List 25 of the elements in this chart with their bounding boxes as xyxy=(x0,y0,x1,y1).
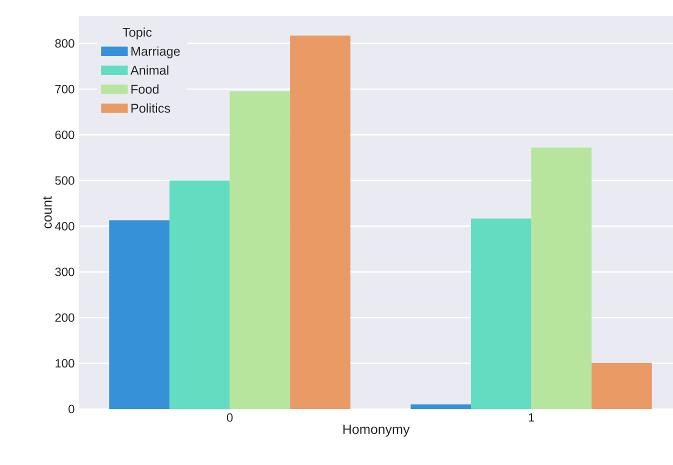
y-tick-label: 600 xyxy=(55,130,74,140)
y-tick-label: 0 xyxy=(68,404,74,414)
y-tick-label: 100 xyxy=(56,359,74,368)
legend-title: Topic xyxy=(122,28,152,40)
y-tick-label: 300 xyxy=(55,268,74,276)
legend-label: Animal xyxy=(130,65,168,75)
bar xyxy=(592,362,652,409)
legend-label: Marriage xyxy=(131,46,180,58)
bar xyxy=(169,180,230,409)
bar xyxy=(410,404,471,409)
y-tick-label: 500 xyxy=(55,176,74,185)
bar xyxy=(531,148,592,409)
x-tick-label: 1 xyxy=(528,413,534,422)
bar xyxy=(230,91,290,409)
y-tick-label: 800 xyxy=(55,39,74,48)
y-axis-title: count xyxy=(43,196,52,228)
legend-label: Politics xyxy=(131,103,170,113)
bar xyxy=(290,36,350,409)
y-tick-label: 200 xyxy=(55,313,74,322)
bar xyxy=(109,220,170,409)
legend-label: Food xyxy=(131,84,158,94)
bar xyxy=(470,218,532,409)
y-tick-label: 400 xyxy=(54,222,74,230)
y-tick-label: 700 xyxy=(55,84,74,94)
x-axis-title: Homonymy xyxy=(343,424,410,437)
